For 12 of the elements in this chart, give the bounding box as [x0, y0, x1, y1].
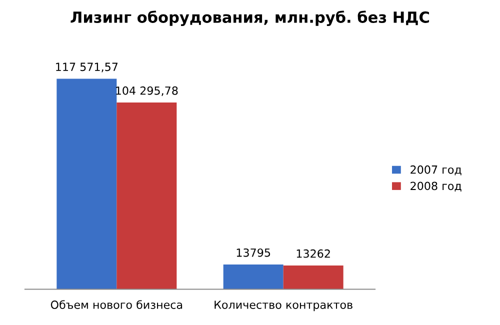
chart-title: Лизинг оборудования, млн.руб. без НДС: [70, 10, 429, 26]
legend-label: 2008 год: [410, 182, 462, 192]
data-label: 13795: [236, 248, 270, 257]
legend-label: 2007 год: [410, 165, 462, 176]
data-label: 13262: [296, 249, 330, 258]
x-tick-label: Количество контрактов: [214, 300, 352, 312]
bar: [283, 266, 344, 290]
bar: [223, 264, 284, 290]
data-label: 117 571,57: [56, 62, 118, 72]
bar: [56, 78, 117, 290]
bar: [116, 102, 177, 290]
x-tick-label: Объем нового бизнеса: [50, 300, 182, 309]
